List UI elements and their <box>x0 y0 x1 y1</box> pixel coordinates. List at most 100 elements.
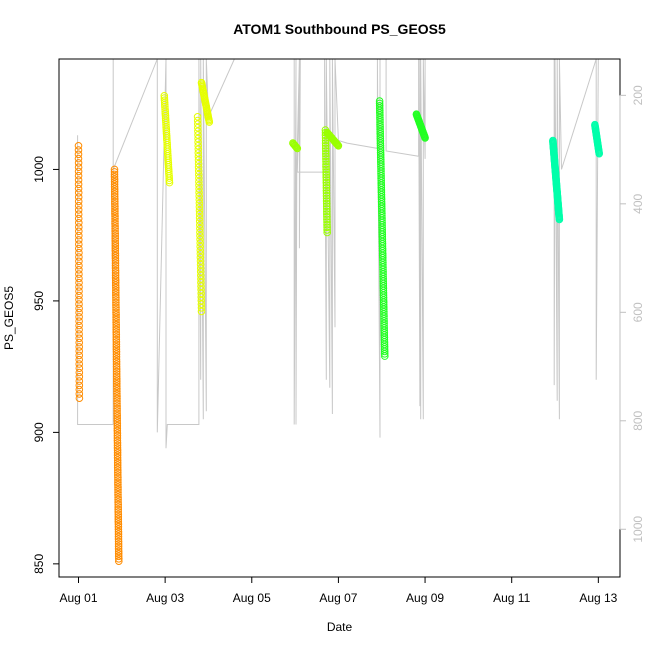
data-point <box>112 357 121 366</box>
data-point <box>322 165 330 174</box>
data-point <box>197 271 205 280</box>
data-point <box>379 289 388 297</box>
data-point <box>322 147 330 155</box>
data-point <box>75 347 83 355</box>
data-point <box>322 170 331 179</box>
data-point <box>195 177 203 186</box>
data-point <box>323 228 332 237</box>
data-point <box>112 365 121 373</box>
data-point <box>112 315 120 324</box>
plot-frame <box>58 58 621 578</box>
data-point <box>114 468 122 477</box>
data-point <box>113 424 122 433</box>
data-point <box>195 213 204 222</box>
data-point <box>114 481 122 489</box>
data-point <box>322 149 330 158</box>
data-point <box>380 347 389 356</box>
data-point <box>113 451 122 460</box>
data-point <box>112 283 120 292</box>
data-point <box>113 461 122 469</box>
data-point <box>165 178 174 187</box>
data-point <box>196 239 204 247</box>
data-point <box>114 537 123 546</box>
data-point <box>197 307 206 316</box>
data-point <box>114 535 123 543</box>
data-point <box>74 150 83 159</box>
data-point <box>114 518 123 526</box>
data-point <box>322 152 330 161</box>
data-point <box>111 205 119 213</box>
data-point <box>322 191 331 200</box>
data-point <box>194 149 203 157</box>
data-point <box>322 189 331 197</box>
x-tick-label: Aug 05 <box>233 591 271 605</box>
data-point <box>193 113 202 121</box>
data-point <box>113 426 122 435</box>
data-point <box>113 399 121 408</box>
data-point <box>113 394 121 403</box>
data-point <box>111 229 119 238</box>
data-point <box>75 253 83 261</box>
data-point <box>111 200 119 208</box>
data-point <box>114 540 123 548</box>
data-point <box>165 176 174 185</box>
data-point <box>376 153 385 161</box>
data-point <box>75 223 83 231</box>
data-point <box>194 145 203 154</box>
data-point <box>555 215 564 224</box>
data-point <box>75 385 84 394</box>
data-point <box>114 515 123 524</box>
data-point <box>75 287 83 296</box>
data-point <box>74 154 83 163</box>
data-point <box>322 176 331 184</box>
data-point <box>74 193 83 201</box>
data-point <box>193 116 202 125</box>
right-tick-label: 800 <box>631 410 645 430</box>
data-point <box>110 185 119 193</box>
data-point <box>111 274 120 282</box>
data-point <box>74 214 83 223</box>
data-point <box>74 176 83 184</box>
data-point <box>110 192 119 201</box>
data-point <box>323 205 331 213</box>
data-point <box>111 269 120 277</box>
data-point <box>113 434 122 442</box>
data-point <box>197 278 205 287</box>
data-point <box>380 324 389 332</box>
data-point <box>194 167 203 175</box>
data-point <box>110 173 119 181</box>
data-point <box>194 141 202 150</box>
y-tick-label: 900 <box>32 422 46 442</box>
data-point <box>111 261 120 270</box>
data-point <box>74 142 83 150</box>
data-point <box>113 407 121 415</box>
data-point <box>114 495 122 504</box>
data-point <box>381 352 389 360</box>
data-point <box>75 261 83 270</box>
data-point <box>376 130 385 138</box>
data-point <box>113 382 121 391</box>
data-point <box>195 181 203 190</box>
data-point <box>112 298 120 307</box>
data-point <box>291 142 300 150</box>
data-point <box>113 404 121 413</box>
data-point <box>114 552 123 561</box>
data-point <box>114 508 122 516</box>
data-point <box>112 313 120 322</box>
x-axis: Aug 01 Aug 03 Aug 05 Aug 07 Aug 09 Aug 11 Aug … <box>59 576 618 605</box>
data-point <box>378 207 386 215</box>
altitude-trace <box>77 58 599 449</box>
data-point <box>75 240 83 248</box>
data-point <box>75 274 83 283</box>
data-point <box>112 348 121 356</box>
data-point <box>74 171 83 180</box>
data-point <box>113 377 121 386</box>
data-point <box>113 389 121 398</box>
data-point <box>333 140 342 149</box>
data-point <box>111 271 120 280</box>
data-point <box>114 478 122 487</box>
data-point <box>322 155 330 163</box>
data-point <box>113 375 121 383</box>
data-point <box>194 138 202 146</box>
data-point <box>115 555 123 563</box>
